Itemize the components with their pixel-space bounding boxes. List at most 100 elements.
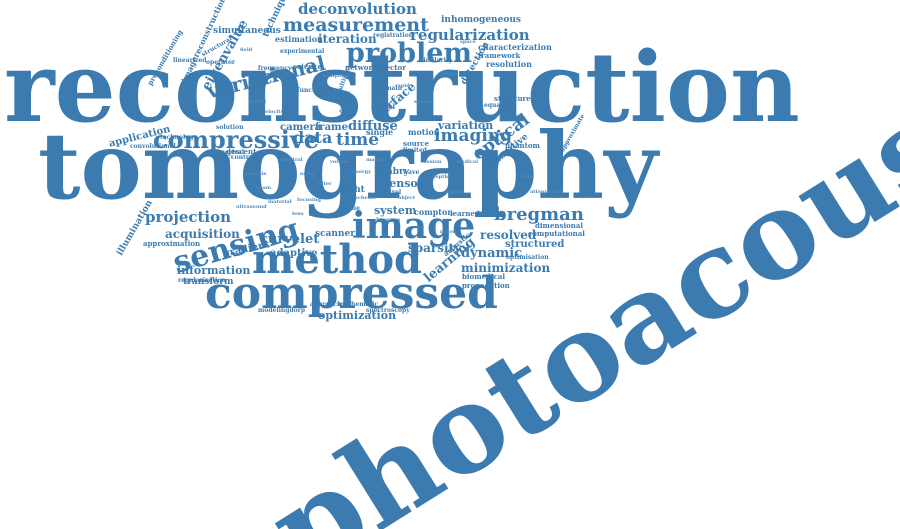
word: radon <box>440 229 457 235</box>
word: framework <box>478 51 521 60</box>
word: operator <box>206 59 235 66</box>
word: source <box>403 139 430 148</box>
word: regularization <box>410 26 530 44</box>
word: compressive <box>153 125 320 154</box>
word: contrast <box>231 154 259 161</box>
word: compressed <box>205 268 498 319</box>
word: bregman <box>494 204 584 225</box>
word: image <box>352 205 476 247</box>
word: depth <box>432 174 449 180</box>
word: filter <box>318 181 332 187</box>
word: modelingdorp <box>258 307 306 314</box>
word: focusing <box>297 197 322 203</box>
word: optimisation <box>506 254 549 261</box>
word: scanner <box>315 229 355 239</box>
word: structure <box>494 94 531 103</box>
word: approach <box>310 301 342 308</box>
word: estimation <box>275 34 323 44</box>
word: mathematic <box>338 301 379 308</box>
word: optimization <box>318 309 397 322</box>
word: rapid <box>395 83 410 89</box>
word: network <box>345 63 378 72</box>
word: medical <box>456 159 479 165</box>
word: light <box>341 185 365 195</box>
word: dimensional <box>535 221 584 230</box>
word: domain <box>377 85 403 92</box>
word: object <box>398 195 416 201</box>
word: matrix <box>366 157 385 163</box>
word: acquisition <box>165 227 240 241</box>
word: fabry <box>383 167 409 177</box>
word: energy <box>352 169 372 175</box>
word: lens <box>292 211 304 217</box>
word: compton <box>414 207 454 217</box>
word: linearized <box>173 57 207 64</box>
word: simultaneous <box>213 26 281 36</box>
word: space <box>460 39 476 45</box>
word: sensor <box>383 177 424 190</box>
word: similarity <box>420 57 453 64</box>
word: noise <box>300 171 315 177</box>
word: inverse <box>376 217 401 224</box>
word: imaging <box>434 126 513 146</box>
word: fusion <box>424 159 442 165</box>
word: tomography <box>38 112 658 220</box>
word: iteration <box>318 32 377 46</box>
word: science <box>293 62 323 71</box>
word: field <box>240 47 253 53</box>
word: material <box>268 199 292 205</box>
word: information <box>177 264 251 277</box>
word: attenuation <box>530 189 563 195</box>
word: curvelet <box>260 232 320 247</box>
word: volume <box>330 159 351 165</box>
word: numerical <box>210 149 245 156</box>
word: motion <box>408 127 440 137</box>
word: equation <box>484 102 514 109</box>
word: frequency <box>258 65 292 72</box>
word: inhomogeneous <box>441 15 521 25</box>
word: wave <box>403 169 420 176</box>
word: transform <box>183 277 234 287</box>
word: learned <box>450 209 480 218</box>
word: spectroscopy <box>366 307 410 314</box>
word: problem <box>346 38 472 69</box>
word: method <box>252 236 422 283</box>
word: deconvolution <box>298 0 417 18</box>
word: pixel <box>385 189 402 196</box>
word: minimization <box>461 261 551 275</box>
word: sparse <box>414 99 433 105</box>
word: analysis <box>244 171 267 177</box>
word: measurement <box>283 14 429 36</box>
word: computational <box>528 229 585 238</box>
word: frame <box>315 122 348 133</box>
word: sparsity <box>408 241 462 255</box>
word: hybrid <box>248 99 267 105</box>
word: registration <box>373 32 414 39</box>
word: single <box>366 127 394 137</box>
word: function <box>297 87 326 94</box>
word: resolution <box>486 59 532 69</box>
word: biomedical <box>462 272 506 281</box>
word: variation <box>438 119 494 132</box>
word: camera <box>280 122 322 133</box>
word: spectral <box>280 157 303 163</box>
word: resolved <box>480 228 537 242</box>
word: reconstruction <box>4 31 800 144</box>
word: time <box>336 130 380 150</box>
word: propagation <box>462 281 510 290</box>
word: phantom <box>505 141 540 150</box>
word: detector <box>373 63 406 72</box>
word: approximation <box>143 239 201 248</box>
word: beam <box>256 185 272 191</box>
word: diffuse <box>348 119 398 134</box>
word: structured <box>505 239 565 250</box>
word: descent <box>226 147 257 156</box>
word: signal <box>438 71 455 77</box>
word: velocity <box>262 109 284 115</box>
word: digital <box>445 189 464 195</box>
word: laser <box>520 174 534 180</box>
word: tissue <box>340 205 360 212</box>
word: adaptive <box>270 248 318 259</box>
word: scheme <box>355 195 377 201</box>
